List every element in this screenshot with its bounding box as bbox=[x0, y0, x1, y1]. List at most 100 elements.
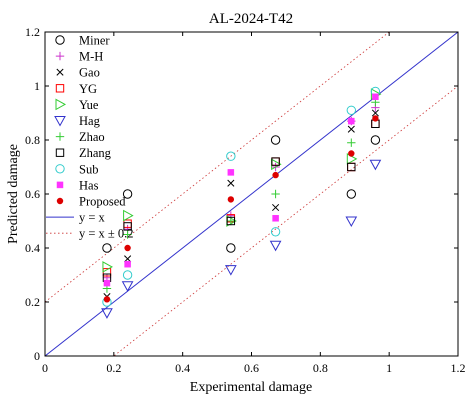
legend-marker-proposed bbox=[56, 197, 64, 205]
plot-area bbox=[45, 32, 458, 356]
legend-label-yue: Yue bbox=[79, 98, 99, 112]
x-tick-label: 1.2 bbox=[451, 361, 466, 375]
data-point-proposed bbox=[348, 150, 355, 157]
legend-item-proposed: Proposed bbox=[56, 195, 126, 209]
legend-marker-yue bbox=[55, 98, 67, 111]
data-point-miner bbox=[226, 243, 236, 253]
x-axis-label: Experimental damage bbox=[190, 380, 312, 395]
legend-marker-zhang bbox=[55, 148, 65, 157]
data-point-proposed bbox=[272, 171, 279, 179]
data-point-miner bbox=[102, 243, 112, 253]
data-point-hag bbox=[101, 308, 113, 319]
legend-marker-hag bbox=[54, 116, 66, 127]
x-tick-label: 0 bbox=[42, 361, 48, 375]
legend-label-gao: Gao bbox=[79, 66, 100, 80]
legend-marker-miner bbox=[55, 35, 65, 45]
data-point-miner bbox=[122, 189, 133, 199]
data-point-sub bbox=[346, 105, 357, 116]
legend-item-m-h: M-H bbox=[55, 50, 103, 64]
data-point-yue bbox=[123, 209, 134, 222]
data-point-miner bbox=[270, 135, 281, 145]
legend-marker-yg bbox=[55, 84, 65, 93]
legend-label-sub: Sub bbox=[79, 162, 98, 176]
legend-label-y-equals-x-band: y = x ± 0.2 bbox=[79, 227, 134, 241]
legend-item-y-equals-x-band: y = x ± 0.2 bbox=[46, 227, 134, 241]
y-axis-label: Predicted damage bbox=[6, 144, 21, 244]
legend-item-hag: Hag bbox=[54, 114, 101, 128]
data-point-has bbox=[103, 279, 111, 287]
legend-label-has: Has bbox=[79, 178, 99, 192]
chart-title: AL-2024-T42 bbox=[209, 11, 293, 27]
data-point-miner bbox=[370, 135, 381, 145]
data-point-zhang bbox=[271, 157, 280, 166]
data-point-gao bbox=[347, 125, 355, 133]
data-point-has bbox=[348, 117, 355, 125]
legend-marker-sub bbox=[55, 164, 65, 174]
legend-item-has: Has bbox=[56, 178, 99, 192]
data-point-hag bbox=[345, 216, 358, 228]
data-point-hag bbox=[369, 159, 382, 171]
data-point-gao bbox=[371, 109, 379, 117]
data-point-has bbox=[272, 215, 279, 222]
legend-label-miner: Miner bbox=[79, 34, 110, 48]
legend-label-proposed: Proposed bbox=[79, 195, 126, 209]
legend-item-y-equals-x: y = x bbox=[46, 211, 106, 225]
data-point-zhao bbox=[347, 138, 356, 147]
legend-label-zhang: Zhang bbox=[79, 146, 112, 160]
y-tick-label: 0.4 bbox=[25, 241, 40, 255]
legend-item-sub: Sub bbox=[55, 162, 98, 176]
y-tick-label: 0.2 bbox=[25, 295, 40, 309]
data-point-zhao bbox=[123, 230, 132, 239]
legend-marker-m-h bbox=[55, 51, 65, 61]
data-point-gao bbox=[272, 203, 280, 212]
y-tick-label: 1 bbox=[34, 79, 40, 93]
data-point-gao bbox=[124, 255, 132, 263]
data-point-zhang bbox=[226, 216, 236, 226]
data-point-proposed bbox=[372, 115, 379, 122]
x-tick-label: 0.4 bbox=[175, 361, 190, 375]
data-point-hag bbox=[121, 281, 134, 292]
legend-item-yue: Yue bbox=[55, 98, 99, 112]
legend-item-zhang: Zhang bbox=[55, 146, 112, 160]
legend-label-y-equals-x: y = x bbox=[79, 211, 106, 225]
data-point-zhang bbox=[123, 222, 132, 231]
reference-line-lower-band bbox=[113, 85, 458, 356]
data-point-sub bbox=[226, 151, 236, 161]
x-tick-label: 0.2 bbox=[106, 361, 121, 375]
legend-marker-zhao bbox=[55, 132, 65, 141]
legend-label-hag: Hag bbox=[79, 114, 101, 128]
data-point-zhao bbox=[226, 216, 236, 226]
legend-label-zhao: Zhao bbox=[79, 130, 105, 144]
legend-item-yg: YG bbox=[55, 82, 97, 96]
data-point-miner bbox=[346, 189, 357, 199]
data-point-zhao bbox=[271, 189, 280, 199]
data-point-gao bbox=[227, 179, 235, 187]
data-point-yue bbox=[102, 261, 113, 273]
data-point-has bbox=[124, 260, 131, 268]
legend-marker-gao bbox=[56, 68, 64, 76]
x-tick-label: 0.8 bbox=[313, 361, 328, 375]
legend-item-miner: Miner bbox=[55, 34, 110, 48]
data-point-has bbox=[372, 93, 379, 101]
data-point-hag bbox=[269, 240, 282, 252]
legend-label-m-h: M-H bbox=[79, 50, 103, 64]
data-point-sub bbox=[270, 227, 281, 237]
legend-marker-has bbox=[56, 181, 64, 189]
y-tick-label: 0 bbox=[34, 349, 40, 363]
data-point-zhang bbox=[347, 162, 356, 172]
data-point-sub bbox=[122, 270, 133, 280]
data-point-has bbox=[227, 169, 235, 176]
y-tick-label: 0.8 bbox=[25, 133, 40, 147]
data-point-hag bbox=[225, 265, 237, 276]
axes: 0 0.2 0.4 0.6 0.8 1 1.2 0 0.2 0.4 0.6 0.8 1 1.2 bbox=[25, 25, 466, 375]
y-tick-label: 0.6 bbox=[25, 187, 40, 201]
legend: Miner M-H Gao YG Yue Hag Zhao Zhang Sub Has Propos… bbox=[46, 34, 134, 241]
x-tick-label: 1 bbox=[386, 361, 392, 375]
reference-line-y-equals-x bbox=[45, 32, 458, 356]
legend-label-yg: YG bbox=[79, 82, 97, 96]
x-tick-label: 0.6 bbox=[244, 361, 259, 375]
legend-item-zhao: Zhao bbox=[55, 130, 105, 144]
y-tick-label: 1.2 bbox=[25, 25, 40, 39]
data-point-proposed bbox=[124, 244, 131, 252]
